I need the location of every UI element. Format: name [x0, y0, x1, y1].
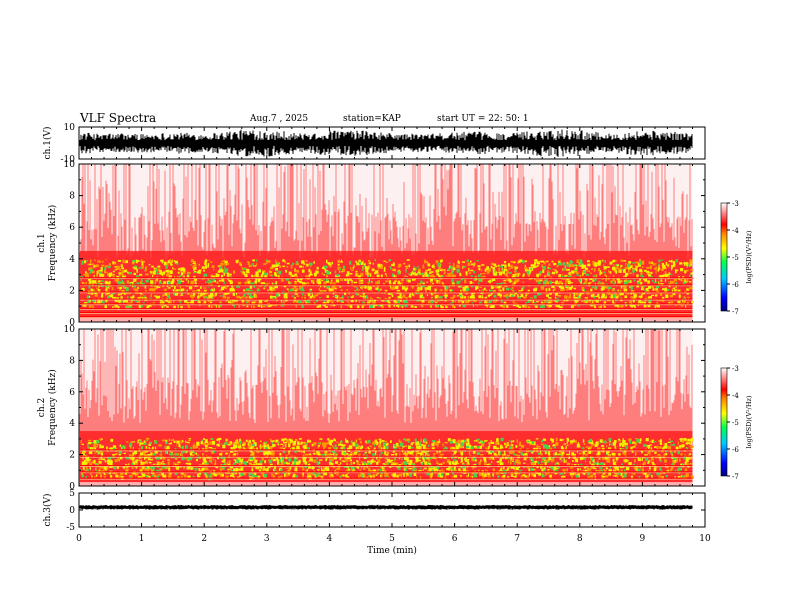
data-layer [79, 129, 695, 510]
station-label: station=KAP [343, 114, 401, 124]
ytick-label: 4 [69, 419, 75, 429]
date-label: Aug.7 , 2025 [250, 114, 309, 124]
ytick-label: 10 [64, 160, 76, 170]
waveform-trace-4 [79, 504, 693, 510]
xtick-label: 8 [577, 534, 583, 544]
colorbar-label: log(PSD)(V²/Hz) [745, 395, 753, 448]
ytick-label: 4 [69, 255, 75, 265]
spectrogram-yellow [81, 437, 694, 480]
spectrogram-low-band [80, 318, 693, 322]
ylabel-3-channel: ch.2 [37, 398, 47, 417]
colorbar-tick-label: -5 [732, 419, 739, 427]
xtick-label: 4 [327, 534, 333, 544]
ylabel-4: ch.3(V) [42, 494, 53, 527]
colorbar-3 [720, 367, 728, 477]
xtick-label: 3 [264, 534, 270, 544]
ytick-label: 2 [69, 286, 75, 296]
ylabel-1: ch.1(V) [42, 127, 53, 160]
ytick-label: 0 [69, 318, 75, 328]
ytick-label: 10 [64, 123, 76, 133]
xlabel: Time (min) [367, 545, 417, 556]
panel-3-data [79, 329, 694, 486]
panel-4-frame [78, 492, 706, 528]
ytick-label: 6 [69, 223, 75, 233]
figure-title: VLF Spectra [80, 111, 157, 125]
ylabel-3-freq: Frequency (kHz) [47, 369, 58, 446]
xtick-label: 5 [389, 534, 395, 544]
spectrogram-green [80, 437, 693, 481]
spectrogram-green [80, 259, 691, 310]
colorbar-tick-label: -5 [732, 254, 739, 262]
colorbar-tick-label: -4 [732, 227, 739, 235]
ytick-label: 8 [69, 356, 75, 366]
xtick-label: 9 [640, 534, 646, 544]
panel-2-data [79, 164, 695, 322]
ytick-label: 6 [69, 388, 75, 398]
spectrogram-orange [81, 259, 695, 310]
colorbar-tick-label: -7 [732, 473, 739, 481]
start-ut-label: start UT = 22: 50: 1 [437, 114, 529, 124]
xtick-label: 7 [514, 534, 520, 544]
ytick-label: -10 [61, 155, 76, 165]
colorbar-tick-label: -6 [732, 281, 739, 289]
ytick-label: -5 [66, 523, 75, 533]
xtick-label: 6 [452, 534, 458, 544]
colorbar-tick-label: -7 [732, 308, 739, 316]
ytick-label: 8 [69, 192, 75, 202]
waveform-trace-1 [79, 129, 693, 157]
ytick-label: 2 [69, 451, 75, 461]
colorbar-tick-label: -3 [732, 200, 739, 208]
ytick-label: 0 [69, 482, 75, 492]
xtick-label: 10 [699, 534, 711, 544]
colorbar-tick-label: -6 [732, 446, 739, 454]
colorbar-label: log(PSD)(V²/Hz) [745, 230, 753, 283]
ytick-label: 0 [69, 506, 75, 516]
colorbar-tick-label: -4 [732, 392, 739, 400]
xtick-label: 0 [76, 534, 82, 544]
spectrogram-low-band [80, 482, 693, 486]
colorbar-tick-label: -3 [732, 365, 739, 373]
colorbar-2 [720, 202, 728, 312]
xtick-label: 1 [139, 534, 145, 544]
xtick-label: 2 [201, 534, 207, 544]
ytick-label: 10 [64, 325, 76, 335]
ylabel-2-channel: ch.1 [37, 233, 47, 252]
panel-1-data [79, 129, 693, 157]
ylabel-2-freq: Frequency (kHz) [47, 205, 58, 282]
ytick-label: 5 [69, 489, 75, 499]
panel-4-data [79, 504, 693, 510]
